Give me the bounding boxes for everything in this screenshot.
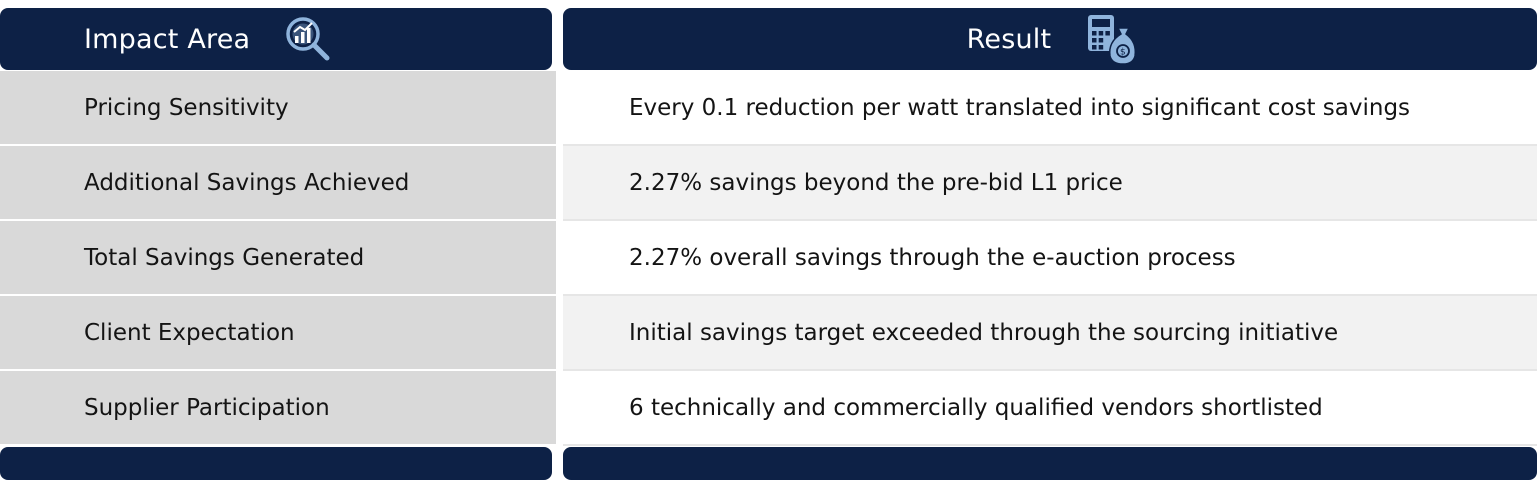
result-text: 6 technically and commercially qualified… [629, 394, 1323, 421]
impact-area-text: Pricing Sensitivity [84, 94, 289, 121]
result-cell: Initial savings target exceeded through … [563, 296, 1537, 371]
impact-area-cell: Additional Savings Achieved [0, 146, 556, 221]
impact-area-text: Client Expectation [84, 319, 295, 346]
chart-magnifier-icon [282, 12, 336, 66]
impact-area-cell: Pricing Sensitivity [0, 71, 556, 146]
result-cell: Every 0.1 reduction per watt translated … [563, 71, 1537, 146]
result-footer-bar [563, 447, 1537, 480]
result-text: Every 0.1 reduction per watt translated … [629, 94, 1411, 121]
impact-area-header-label: Impact Area [84, 23, 251, 55]
impact-area-footer-bar [0, 447, 552, 480]
svg-text:$: $ [1120, 48, 1126, 58]
impact-area-text: Total Savings Generated [84, 244, 365, 271]
result-text: 2.27% savings beyond the pre-bid L1 pric… [629, 169, 1123, 196]
result-cell: 2.27% overall savings through the e-auct… [563, 221, 1537, 296]
result-cell: 6 technically and commercially qualified… [563, 371, 1537, 446]
impact-area-cell: Supplier Participation [0, 371, 556, 446]
result-rows: Every 0.1 reduction per watt translated … [563, 71, 1537, 446]
result-cell: 2.27% savings beyond the pre-bid L1 pric… [563, 146, 1537, 221]
result-text: 2.27% overall savings through the e-auct… [629, 244, 1236, 271]
impact-area-rows: Pricing Sensitivity Additional Savings A… [0, 71, 556, 446]
result-header-label: Result [966, 23, 1052, 55]
impact-area-cell: Client Expectation [0, 296, 556, 371]
result-text: Initial savings target exceeded through … [629, 319, 1339, 346]
impact-area-text: Additional Savings Achieved [84, 169, 410, 196]
impact-area-column: Impact Area Pricing Sensitivity Addition… [0, 8, 556, 480]
impact-area-text: Supplier Participation [84, 394, 330, 421]
result-header: Result $ [563, 8, 1537, 70]
calculator-money-bag-icon: $ [1085, 12, 1139, 66]
impact-area-cell: Total Savings Generated [0, 221, 556, 296]
impact-area-header: Impact Area [0, 8, 552, 70]
result-column: Result $ Every 0.1 re [563, 8, 1537, 480]
